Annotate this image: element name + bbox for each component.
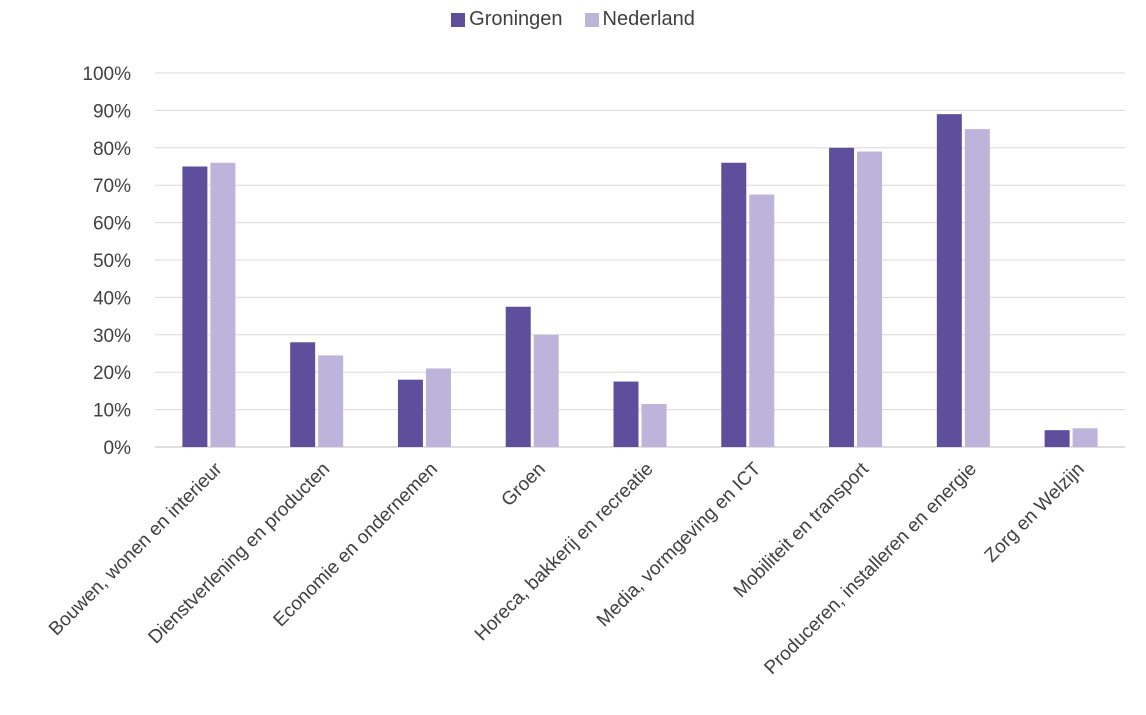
bar-groningen-3: [505, 306, 531, 447]
x-category-label: Bouwen, wonen en interieur: [45, 458, 227, 640]
legend-label-groningen: Groningen: [469, 8, 563, 30]
y-tick-label: 100%: [82, 64, 131, 85]
y-tick-label: 90%: [93, 101, 131, 122]
bar-groningen-4: [613, 381, 639, 447]
chart-legend: Groningen Nederland: [0, 8, 1146, 31]
x-category-label: Zorg en Welzijn: [981, 459, 1089, 567]
bar-nederland-0: [210, 162, 236, 447]
x-category-label: Dienstverlening en producten: [145, 459, 335, 649]
x-category-label: Produceren, installeren en energie: [761, 459, 981, 679]
bar-nederland-1: [318, 355, 344, 447]
y-tick-label: 0%: [104, 438, 132, 459]
y-tick-label: 80%: [93, 139, 131, 160]
bar-nederland-7: [964, 129, 990, 447]
bar-groningen-0: [182, 166, 208, 447]
x-axis-category-labels: Bouwen, wonen en interieurDienstverlenin…: [45, 458, 1089, 679]
y-tick-label: 50%: [93, 251, 131, 272]
legend-label-nederland: Nederland: [602, 8, 695, 30]
y-tick-label: 70%: [93, 176, 131, 197]
y-tick-label: 10%: [93, 401, 131, 422]
bar-nederland-8: [1072, 428, 1098, 447]
bar-groningen-5: [721, 162, 747, 447]
legend-item-groningen: Groningen: [451, 8, 563, 31]
bar-nederland-6: [857, 151, 883, 448]
x-category-label: Groen: [498, 459, 550, 511]
bar-groningen-6: [829, 147, 855, 448]
y-tick-label: 40%: [93, 288, 131, 309]
y-tick-label: 60%: [93, 214, 131, 235]
bar-nederland-5: [749, 194, 775, 447]
y-tick-label: 20%: [93, 363, 131, 384]
legend-swatch-nederland: [584, 12, 599, 27]
bar-nederland-2: [425, 368, 451, 447]
bar-nederland-4: [641, 403, 667, 447]
bar-groningen-1: [290, 342, 316, 447]
legend-item-nederland: Nederland: [584, 8, 695, 31]
x-category-label: Horeca, bakkerij en recreatie: [471, 459, 658, 646]
gridlines: [155, 72, 1125, 448]
bar-groningen-2: [397, 379, 423, 447]
bar-groningen-8: [1044, 430, 1070, 447]
bar-nederland-3: [533, 334, 559, 447]
bar-groningen-7: [936, 114, 962, 447]
legend-swatch-groningen: [451, 12, 466, 27]
bars: [182, 114, 1098, 448]
y-tick-label: 30%: [93, 326, 131, 347]
y-axis-tick-labels: 0% 10% 20% 30% 40% 50% 60% 70% 80% 90% 100%: [82, 64, 131, 459]
